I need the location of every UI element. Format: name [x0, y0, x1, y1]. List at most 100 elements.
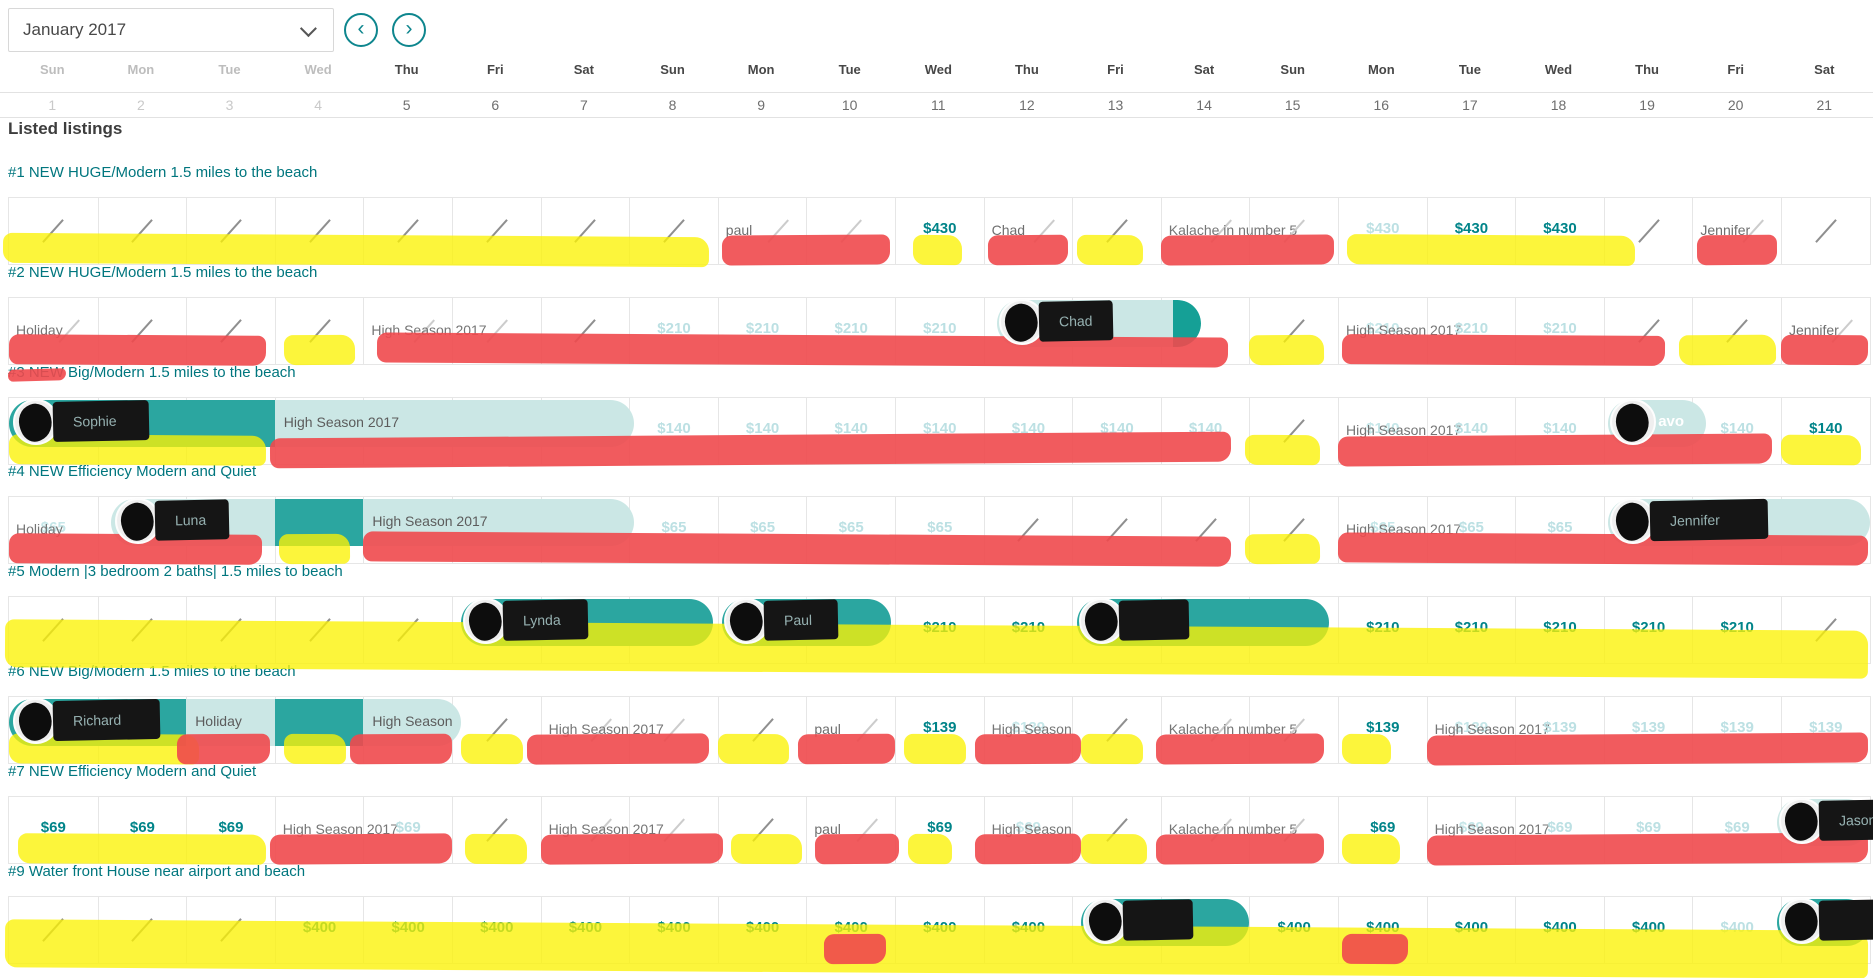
calendar-day-cell[interactable]: [718, 697, 807, 763]
calendar-day-cell[interactable]: $140: [895, 398, 984, 464]
calendar-day-cell[interactable]: $210: [895, 597, 984, 663]
calendar-day-cell[interactable]: $400: [629, 897, 718, 963]
calendar-day-cell[interactable]: [452, 697, 541, 763]
calendar-day-cell[interactable]: [1249, 497, 1338, 563]
calendar-day-cell[interactable]: $140: [1072, 398, 1161, 464]
calendar-day-cell[interactable]: [186, 897, 275, 963]
calendar-day-cell[interactable]: Chad: [984, 198, 1073, 264]
calendar-day-cell[interactable]: $430: [1427, 198, 1516, 264]
calendar-day-cell[interactable]: Kalache in number 5: [1161, 198, 1250, 264]
listing-title[interactable]: #9 Water front House near airport and be…: [8, 863, 305, 880]
listing-title[interactable]: #3 NEW Big/Modern 1.5 miles to the beach: [8, 364, 296, 381]
calendar-day-cell[interactable]: $69: [1692, 797, 1781, 863]
calendar-day-cell[interactable]: $400: [1604, 897, 1693, 963]
calendar-day-cell[interactable]: $400: [1515, 897, 1604, 963]
calendar-day-cell[interactable]: $140: [1161, 398, 1250, 464]
calendar-day-cell[interactable]: $400: [1249, 897, 1338, 963]
calendar-day-cell[interactable]: [1604, 198, 1693, 264]
calendar-day-cell[interactable]: Kalache in number 5: [1161, 697, 1250, 763]
calendar-day-cell[interactable]: $140: [629, 398, 718, 464]
calendar-day-cell[interactable]: [98, 198, 187, 264]
calendar-day-cell[interactable]: [9, 897, 98, 963]
listing-title[interactable]: #5 Modern |3 bedroom 2 baths| 1.5 miles …: [8, 563, 343, 580]
calendar-day-cell[interactable]: [1161, 497, 1250, 563]
calendar-day-cell[interactable]: $69: [9, 797, 98, 863]
calendar-day-cell[interactable]: $210: [984, 597, 1073, 663]
calendar-day-cell[interactable]: $400: [1692, 897, 1781, 963]
calendar-day-cell[interactable]: $210: [718, 298, 807, 364]
calendar-day-cell[interactable]: $210: [1427, 597, 1516, 663]
calendar-day-cell[interactable]: $140: [1692, 398, 1781, 464]
calendar-day-cell[interactable]: [186, 597, 275, 663]
calendar-day-cell[interactable]: $210: [895, 298, 984, 364]
calendar-day-cell[interactable]: $400: [363, 897, 452, 963]
calendar-day-cell[interactable]: $400: [541, 897, 630, 963]
calendar-day-cell[interactable]: Jennifer: [1692, 198, 1781, 264]
calendar-day-cell[interactable]: [186, 198, 275, 264]
calendar-day-cell[interactable]: $139: [1338, 697, 1427, 763]
calendar-day-cell[interactable]: $210: [1427, 298, 1516, 364]
listing-title[interactable]: #7 NEW Efficiency Modern and Quiet: [8, 763, 256, 780]
calendar-day-cell[interactable]: $140: [1427, 398, 1516, 464]
calendar-day-cell[interactable]: $210: [1338, 597, 1427, 663]
calendar-day-cell[interactable]: $210: [629, 298, 718, 364]
prev-month-button[interactable]: ‹: [344, 13, 378, 47]
calendar-day-cell[interactable]: [275, 198, 364, 264]
calendar-day-cell[interactable]: $400: [806, 897, 895, 963]
calendar-day-cell[interactable]: $139: [895, 697, 984, 763]
calendar-day-cell[interactable]: [629, 797, 718, 863]
calendar-day-cell[interactable]: $400: [275, 897, 364, 963]
calendar-day-cell[interactable]: [1249, 298, 1338, 364]
calendar-day-cell[interactable]: [363, 198, 452, 264]
calendar-day-cell[interactable]: $140: [718, 398, 807, 464]
calendar-day-cell[interactable]: $65: [629, 497, 718, 563]
calendar-day-cell[interactable]: paul: [806, 797, 895, 863]
calendar-day-cell[interactable]: $210: [1515, 298, 1604, 364]
listing-title[interactable]: #6 NEW Big/Modern 1.5 miles to the beach: [8, 663, 296, 680]
calendar-day-cell[interactable]: $69: [363, 797, 452, 863]
calendar-day-cell[interactable]: $430: [1515, 198, 1604, 264]
calendar-day-cell[interactable]: $400: [452, 897, 541, 963]
calendar-day-cell[interactable]: $69: [895, 797, 984, 863]
calendar-day-cell[interactable]: [629, 697, 718, 763]
calendar-day-cell[interactable]: Jennifer: [1781, 298, 1870, 364]
calendar-day-cell[interactable]: [1692, 298, 1781, 364]
calendar-day-cell[interactable]: $400: [1427, 897, 1516, 963]
calendar-day-cell[interactable]: [452, 198, 541, 264]
listing-title[interactable]: #4 NEW Efficiency Modern and Quiet: [8, 463, 256, 480]
calendar-day-cell[interactable]: $140: [984, 398, 1073, 464]
calendar-day-cell[interactable]: $69: [1604, 797, 1693, 863]
calendar-day-cell[interactable]: $140: [1781, 398, 1870, 464]
calendar-day-cell[interactable]: $430: [895, 198, 984, 264]
calendar-day-cell[interactable]: paul: [806, 697, 895, 763]
calendar-day-cell[interactable]: Kalache in number 5: [1161, 797, 1250, 863]
calendar-day-cell[interactable]: [275, 597, 364, 663]
calendar-day-cell[interactable]: [1604, 298, 1693, 364]
calendar-day-cell[interactable]: [452, 298, 541, 364]
calendar-day-cell[interactable]: $210: [1604, 597, 1693, 663]
calendar-day-cell[interactable]: [1072, 797, 1161, 863]
calendar-day-cell[interactable]: $65: [1515, 497, 1604, 563]
calendar-day-cell[interactable]: [806, 198, 895, 264]
calendar-day-cell[interactable]: [541, 298, 630, 364]
calendar-day-cell[interactable]: $65: [895, 497, 984, 563]
calendar-day-cell[interactable]: Holiday: [9, 298, 98, 364]
calendar-day-cell[interactable]: $210: [806, 298, 895, 364]
calendar-day-cell[interactable]: $65: [1427, 497, 1516, 563]
calendar-day-cell[interactable]: paul: [718, 198, 807, 264]
calendar-day-cell[interactable]: [1249, 697, 1338, 763]
calendar-day-cell[interactable]: $139: [1781, 697, 1870, 763]
calendar-day-cell[interactable]: [363, 597, 452, 663]
calendar-day-cell[interactable]: $140: [1515, 398, 1604, 464]
calendar-day-cell[interactable]: $69: [1338, 797, 1427, 863]
calendar-day-cell[interactable]: High Season 2017: [541, 797, 630, 863]
month-selector[interactable]: January 2017: [8, 8, 334, 52]
calendar-day-cell[interactable]: [1249, 797, 1338, 863]
